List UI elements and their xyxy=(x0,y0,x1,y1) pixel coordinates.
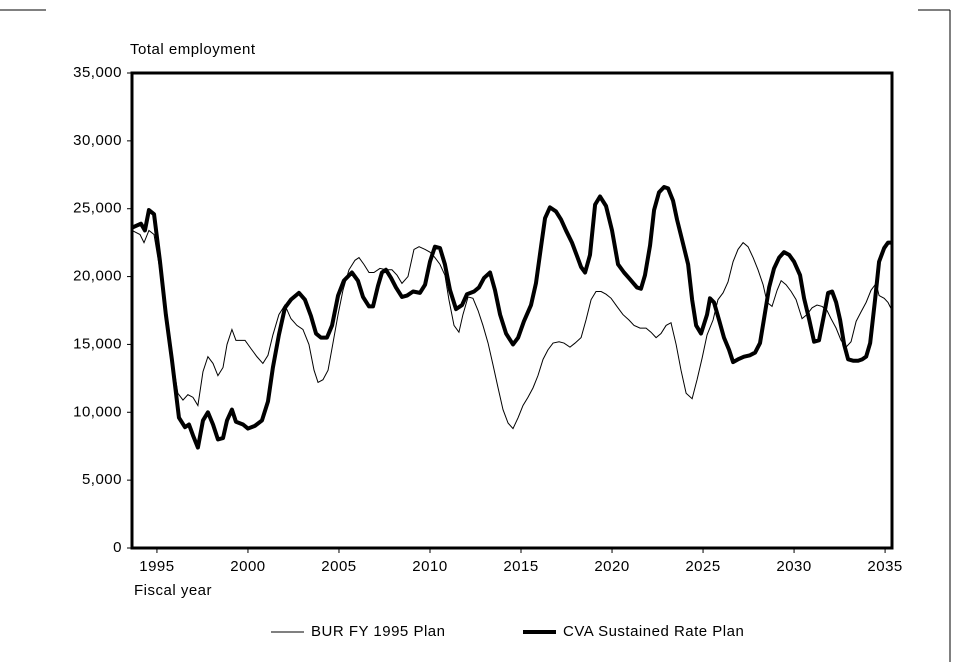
series-line xyxy=(131,185,892,450)
legend-label: BUR FY 1995 Plan xyxy=(311,623,445,640)
x-tick-label: 1995 xyxy=(139,558,174,575)
y-tick-label: 5,000 xyxy=(82,471,122,488)
y-tick-label: 15,000 xyxy=(73,335,122,352)
plot-frame xyxy=(130,71,894,550)
plot-area xyxy=(131,185,893,450)
x-tick-label: 2030 xyxy=(776,558,811,575)
y-tick-label: 0 xyxy=(113,539,122,556)
y-axis-label: Total employment xyxy=(130,41,256,58)
x-tick-label: 2015 xyxy=(503,558,538,575)
y-tick-label: 30,000 xyxy=(73,132,122,149)
y-tick-label: 10,000 xyxy=(73,403,122,420)
x-axis-label: Fiscal year xyxy=(134,582,212,599)
y-tick-label: 25,000 xyxy=(73,200,122,217)
x-tick-label: 2020 xyxy=(594,558,629,575)
legend-label: CVA Sustained Rate Plan xyxy=(563,623,744,640)
x-tick-label: 2000 xyxy=(230,558,265,575)
y-tick-label: 20,000 xyxy=(73,268,122,285)
x-tick-label: 2005 xyxy=(321,558,356,575)
legend: BUR FY 1995 Plan CVA Sustained Rate Plan xyxy=(271,623,744,640)
x-tick-label: 2010 xyxy=(412,558,447,575)
y-tick-label: 35,000 xyxy=(73,64,122,81)
x-tick-label: 2035 xyxy=(867,558,902,575)
x-tick-label: 2025 xyxy=(685,558,720,575)
series-line xyxy=(131,229,893,430)
